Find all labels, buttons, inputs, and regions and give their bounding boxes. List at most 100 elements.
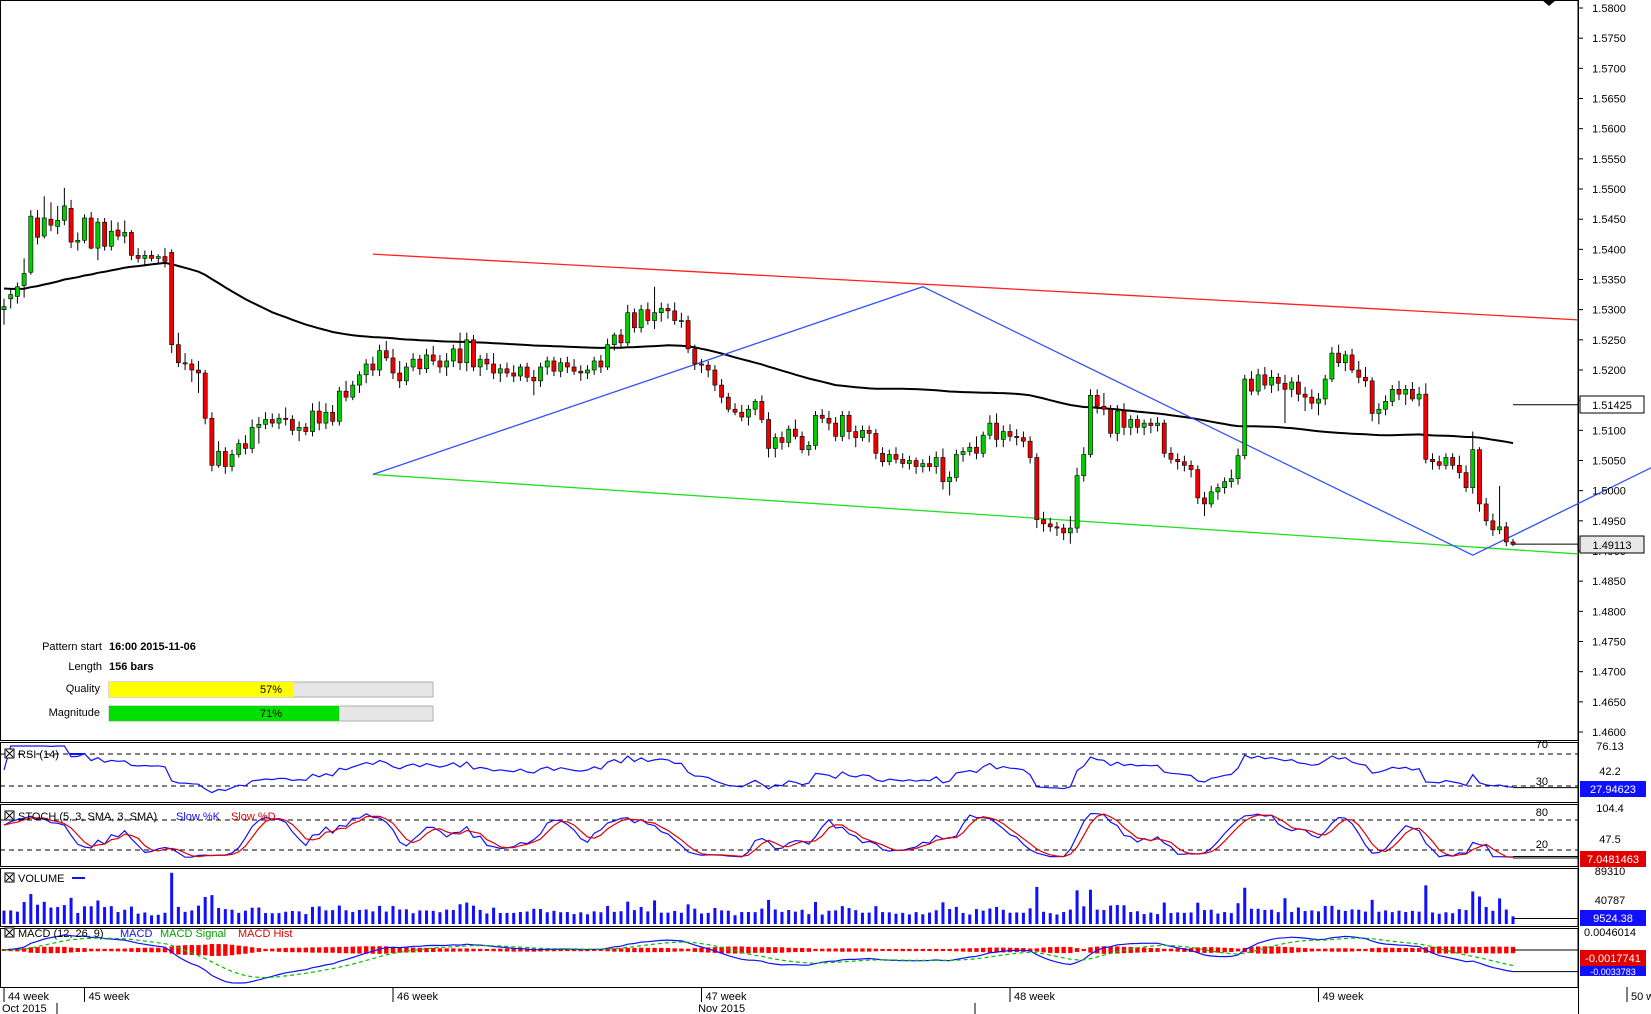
macd-hist-bar xyxy=(337,946,342,954)
candle xyxy=(377,344,382,377)
volume-bar xyxy=(632,910,636,924)
volume-bar xyxy=(1075,890,1079,924)
macd-hist-bar xyxy=(417,947,423,953)
moving-average-line xyxy=(3,261,1514,445)
rsi-value-label: 27.94623 xyxy=(1590,784,1636,796)
candle xyxy=(222,447,228,474)
quality-value: 57% xyxy=(260,684,282,696)
price-tick-label: 1.5400 xyxy=(1592,244,1626,256)
candle xyxy=(41,196,47,239)
candle xyxy=(88,211,94,250)
candle xyxy=(457,332,463,370)
candle xyxy=(819,409,825,424)
macd-hist-bar xyxy=(954,948,959,952)
candle xyxy=(705,360,711,378)
macd-hist-bar xyxy=(612,948,617,952)
candle xyxy=(303,423,309,436)
candle xyxy=(551,356,557,377)
candle xyxy=(1034,453,1040,529)
macd-hist-bar xyxy=(632,947,637,953)
macd-hist-bar xyxy=(484,948,490,952)
volume-bar xyxy=(1276,912,1280,924)
price-tick-label: 1.5050 xyxy=(1592,456,1626,468)
volume-bar xyxy=(686,904,690,924)
volume-bar xyxy=(659,912,663,924)
volume-bar xyxy=(928,912,932,924)
scroll-down-icon[interactable] xyxy=(1542,0,1556,6)
candle xyxy=(310,403,315,437)
macd-hist-bar xyxy=(511,948,516,952)
volume-bar xyxy=(693,908,697,924)
macd-hist-bar xyxy=(1437,946,1442,954)
rsi-level-30: 30 xyxy=(1536,776,1548,788)
macd-hist-bar xyxy=(652,947,657,953)
candle xyxy=(987,415,993,440)
volume-bar xyxy=(1169,912,1173,924)
month-label: Nov 2015 xyxy=(698,1003,745,1014)
candle xyxy=(712,365,718,392)
candle xyxy=(638,304,644,333)
macd-hist-bar xyxy=(28,947,34,953)
candle xyxy=(108,220,114,251)
macd-hist-bar xyxy=(1088,947,1093,953)
volume-bar xyxy=(371,911,375,924)
candle xyxy=(1322,374,1328,405)
volume-bar xyxy=(103,907,107,924)
macd-hist-bar xyxy=(504,948,510,952)
volume-bar xyxy=(1115,905,1119,924)
volume-bar xyxy=(398,909,402,924)
volume-bar xyxy=(1484,907,1488,924)
price-tick-label: 1.4950 xyxy=(1592,516,1626,528)
macd-hist-bar xyxy=(840,948,845,952)
macd-hist-bar xyxy=(974,948,979,952)
candle xyxy=(129,230,134,261)
price-tick-label: 1.5750 xyxy=(1592,33,1626,45)
volume-bar xyxy=(196,905,200,924)
candle xyxy=(1289,377,1295,398)
macd-hist-bar xyxy=(860,948,865,952)
macd-hist-bar xyxy=(732,946,738,954)
week-label: 50 week xyxy=(1631,991,1651,1003)
volume-bar xyxy=(1370,899,1374,924)
candle xyxy=(1510,538,1516,547)
macd-hist-bar xyxy=(424,947,429,953)
macd-hist-bar xyxy=(1490,946,1496,954)
macd-hist-bar xyxy=(960,948,966,952)
macd-hist-bar xyxy=(887,948,892,952)
candle xyxy=(61,187,67,226)
volume-bar xyxy=(1216,913,1220,924)
stoch-title-group: STOCH (5, 3, SMA, 3, SMA) Slow %K Slow %… xyxy=(4,810,276,823)
volume-bar xyxy=(1256,908,1260,924)
candle xyxy=(625,304,631,346)
candle xyxy=(940,448,946,490)
volume-bar xyxy=(257,907,261,924)
volume-bar xyxy=(29,894,33,924)
volume-bar xyxy=(572,914,576,924)
candle xyxy=(1436,455,1442,470)
macd-hist-bar xyxy=(1443,946,1449,954)
candle xyxy=(913,457,919,474)
volume-bar xyxy=(458,904,462,924)
macd-hist-bar xyxy=(1504,946,1509,954)
price-tick-label: 1.5000 xyxy=(1592,486,1626,498)
macd-hist-bar xyxy=(692,948,697,952)
candle xyxy=(591,356,597,375)
quality-label: Quality xyxy=(66,683,101,695)
macd-hist-bar xyxy=(1141,947,1147,953)
stoch-level-80: 80 xyxy=(1536,807,1548,819)
stoch-value-box xyxy=(1580,851,1646,867)
macd-hist-bar xyxy=(1383,947,1388,953)
candle xyxy=(1396,380,1402,401)
macd-hist-bar xyxy=(1148,947,1154,953)
macd-hist-bar xyxy=(48,946,54,954)
candle xyxy=(1450,453,1456,470)
volume-bar xyxy=(284,911,288,924)
week-label: 47 week xyxy=(705,991,746,1003)
macd-hist-bar xyxy=(216,944,221,956)
macd-title-group: MACD (12, 26, 9) MACD MACD Signal MACD H… xyxy=(4,927,292,940)
candle xyxy=(1463,465,1469,492)
candle xyxy=(873,429,879,460)
macd-hist-bar xyxy=(444,948,449,952)
candle xyxy=(189,359,195,383)
macd-hist-bar xyxy=(659,947,664,953)
